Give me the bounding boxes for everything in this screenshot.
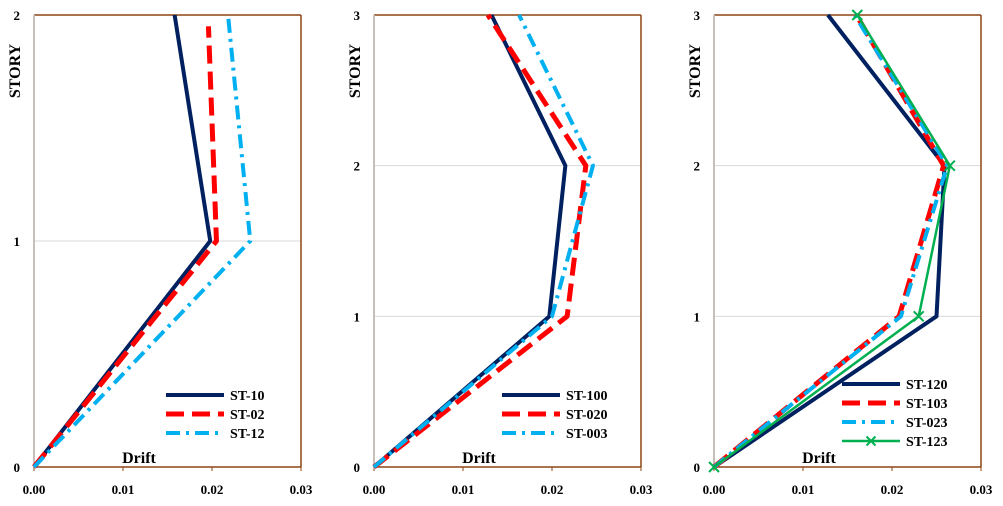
legend-label: ST-10 bbox=[230, 389, 265, 404]
chart-legend: ST-10 ST-02 ST-12 bbox=[166, 389, 265, 442]
y-axis-label: STORY bbox=[347, 43, 364, 98]
chart-legend: ST-100 ST-020 ST-003 bbox=[502, 389, 608, 442]
x-axis-label: Drift bbox=[802, 450, 836, 467]
y-tick-label: 1 bbox=[14, 234, 21, 249]
x-tick-label: 0.00 bbox=[703, 482, 726, 497]
chart-panel-3: 0.00 0.01 0.02 0.030123DriftSTORYST-120ST-1… bbox=[687, 8, 993, 497]
data-point-marker bbox=[912, 310, 925, 323]
legend-label: ST-023 bbox=[906, 416, 948, 431]
series-line-ST-12 bbox=[32, 14, 253, 469]
y-tick-label: 1 bbox=[694, 309, 701, 324]
x-tick-label: 0.01 bbox=[452, 482, 475, 497]
x-axis-label: Drift bbox=[462, 450, 496, 467]
y-tick-label: 3 bbox=[354, 8, 361, 23]
series-line-ST-02 bbox=[32, 26, 219, 469]
data-point-marker bbox=[851, 9, 863, 21]
legend-label: ST-02 bbox=[230, 408, 265, 423]
legend-marker bbox=[865, 435, 877, 447]
data-point-marker bbox=[708, 461, 720, 473]
data-point-marker bbox=[944, 159, 956, 172]
legend-label: ST-123 bbox=[906, 435, 948, 450]
y-tick-label: 2 bbox=[14, 8, 21, 23]
legend-label: ST-003 bbox=[566, 427, 608, 442]
legend-label: ST-12 bbox=[230, 427, 265, 442]
series-line-ST-100 bbox=[372, 14, 568, 469]
x-tick-label: 0.00 bbox=[363, 482, 386, 497]
legend-label: ST-020 bbox=[566, 408, 608, 423]
x-tick-label: 0.01 bbox=[792, 482, 815, 497]
y-tick-label: 0 bbox=[354, 460, 361, 475]
x-tick-label: 0.03 bbox=[970, 482, 993, 497]
y-tick-label: 2 bbox=[354, 159, 361, 174]
x-tick-label: 0.03 bbox=[290, 482, 313, 497]
y-tick-label: 3 bbox=[694, 8, 701, 23]
x-tick-label: 0.02 bbox=[541, 482, 564, 497]
x-axis-label: Drift bbox=[122, 450, 156, 467]
y-tick-label: 0 bbox=[14, 460, 21, 475]
y-tick-label: 2 bbox=[694, 159, 701, 174]
series-line-ST-020 bbox=[372, 13, 589, 469]
chart-panel-2: 0.00 0.01 0.02 0.03 0 1 2 3 Drift STORY ST-100 ST-0… bbox=[347, 8, 653, 497]
x-tick-label: 0.02 bbox=[881, 482, 904, 497]
series-line-ST-123 bbox=[713, 14, 952, 469]
chart-legend: ST-120 ST-103 ST-023 ST-123 bbox=[842, 378, 948, 450]
series-line-ST-023 bbox=[712, 13, 950, 469]
legend-label: ST-103 bbox=[906, 397, 948, 412]
series-line-ST-003 bbox=[372, 14, 595, 469]
x-tick-label: 0.00 bbox=[23, 482, 46, 497]
y-axis-label: STORY bbox=[7, 43, 24, 98]
y-tick-label: 0 bbox=[694, 460, 701, 475]
legend-label: ST-100 bbox=[566, 389, 608, 404]
x-tick-label: 0.02 bbox=[201, 482, 224, 497]
series-line-ST-120 bbox=[712, 13, 947, 469]
y-axis-label: STORY bbox=[687, 43, 704, 98]
chart-panel-1: 0.00 0.01 0.02 0.03012DriftSTORYST-10ST-02S… bbox=[7, 8, 313, 497]
x-tick-label: 0.03 bbox=[630, 482, 653, 497]
y-tick-label: 1 bbox=[354, 309, 361, 324]
legend-label: ST-120 bbox=[906, 378, 948, 393]
x-tick-label: 0.01 bbox=[112, 482, 135, 497]
